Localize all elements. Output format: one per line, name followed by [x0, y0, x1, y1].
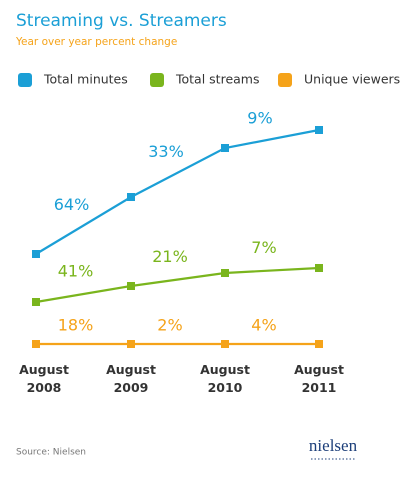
point: [221, 269, 229, 277]
change-label: 64%: [54, 195, 90, 214]
point: [315, 126, 323, 134]
point: [32, 250, 40, 258]
x-tick-label: August 2008: [19, 362, 69, 395]
change-label: 21%: [152, 247, 188, 266]
point: [315, 264, 323, 272]
point: [221, 340, 229, 348]
point: [32, 340, 40, 348]
point: [221, 144, 229, 152]
point: [315, 340, 323, 348]
change-label: 33%: [148, 142, 184, 161]
x-tick-label: August 2011: [294, 362, 344, 395]
source: Source: Nielsen: [16, 448, 86, 458]
series-line: [35, 266, 320, 304]
legend-marker: [150, 73, 164, 87]
point: [127, 282, 135, 290]
legend-marker: [18, 73, 32, 87]
change-label: 18%: [58, 316, 94, 335]
point: [127, 193, 135, 201]
change-label: 4%: [251, 316, 276, 335]
point: [127, 340, 135, 348]
legend-label: Unique viewers: [304, 72, 400, 87]
logo: nielsen: [309, 436, 358, 455]
chart-title: Streaming vs. Streamers: [16, 11, 227, 31]
chart-subtitle: Year over year percent change: [15, 36, 177, 48]
legend-label: Total streams: [175, 72, 259, 87]
x-tick-label: August 2009: [106, 362, 156, 395]
series-line: [35, 128, 320, 255]
change-label: 2%: [157, 316, 182, 335]
x-tick-label: August 2010: [200, 362, 250, 395]
point: [32, 298, 40, 306]
legend-marker: [278, 73, 292, 87]
change-label: 41%: [58, 262, 94, 281]
legend-label: Total minutes: [43, 72, 128, 87]
change-label: 9%: [247, 109, 272, 128]
change-label: 7%: [251, 238, 276, 257]
